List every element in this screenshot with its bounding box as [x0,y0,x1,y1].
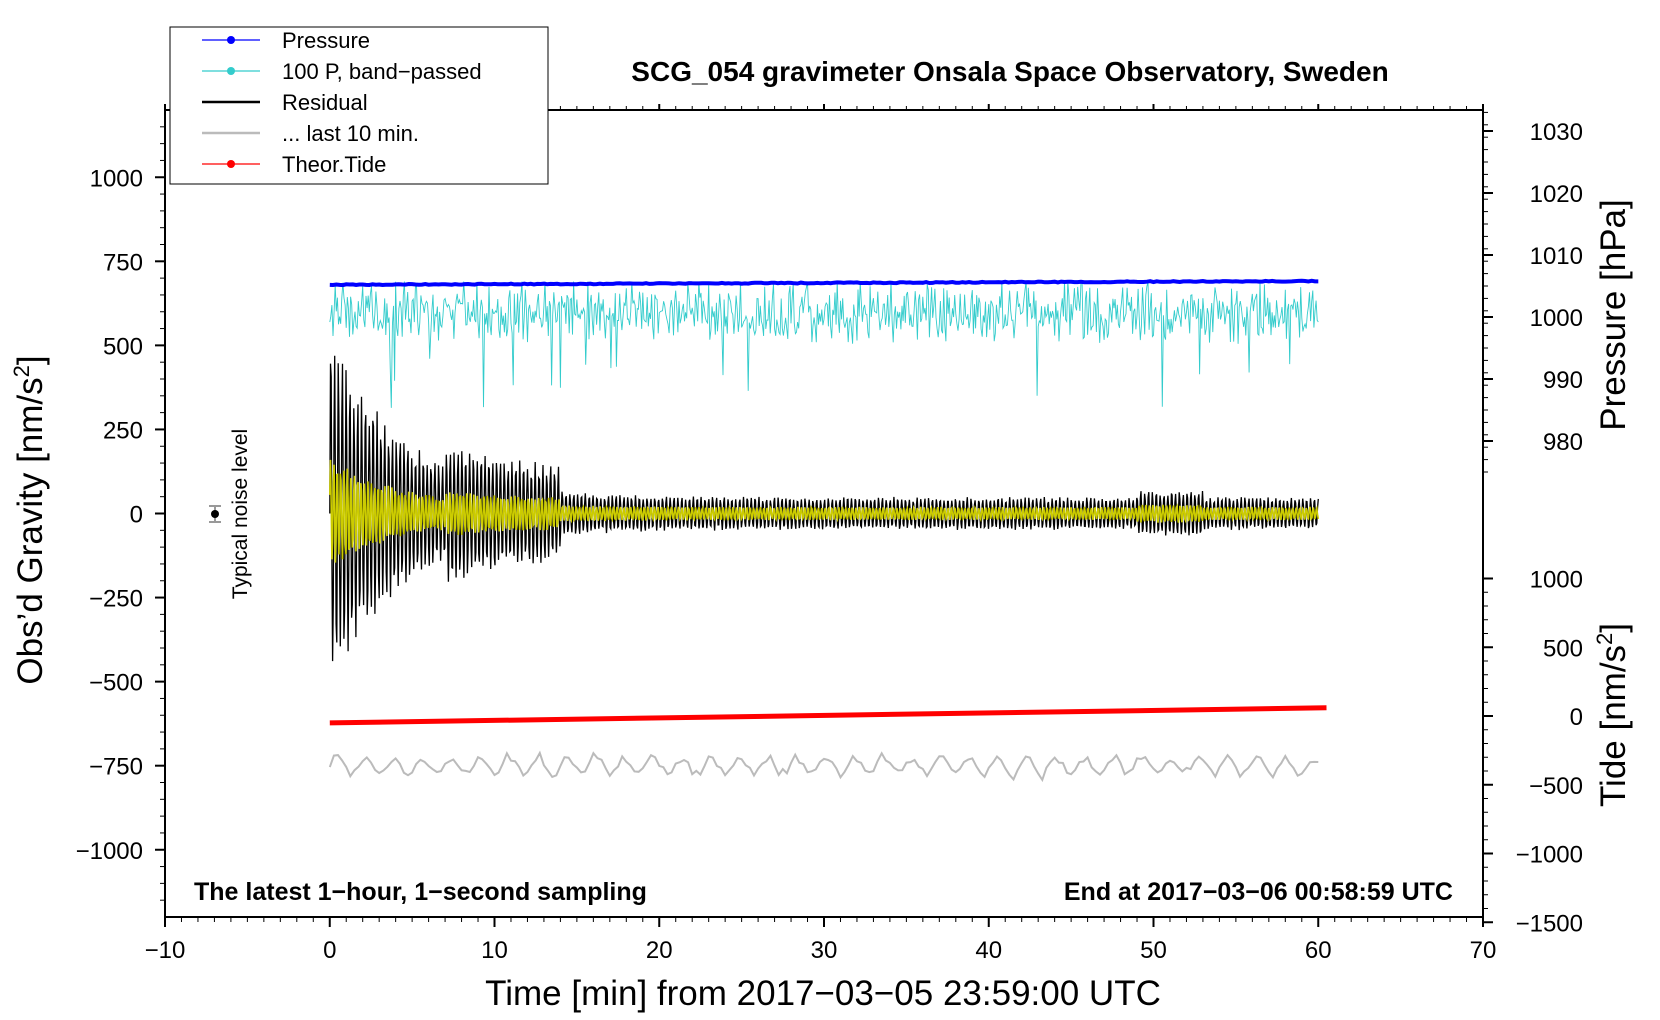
gravity-tick-label: −750 [89,754,143,781]
pressure-tick-label: 980 [1543,429,1583,456]
x-tick-label: 10 [481,937,508,964]
gravity-tick-label: 250 [103,417,143,444]
axis-ticks: −10 0 10 20 30 40 50 60 7010007505002500−250−500… [76,104,1583,964]
tide-tick-label: 500 [1543,635,1583,662]
noise-marker [209,505,221,523]
x-tick-label: 20 [646,937,673,964]
legend-marker [227,67,235,75]
x-tick-label: 50 [1140,937,1167,964]
x-tick-label: 0 [323,937,336,964]
series-last-10-min [328,750,1319,783]
tide-tick-label: 1000 [1530,567,1583,594]
series-filtered-residual [329,459,1320,563]
x-tick-label: 30 [811,937,838,964]
legend-label: Theor.Tide [282,152,386,177]
legend-label: Residual [282,90,368,115]
pressure-tick-label: 1030 [1530,119,1583,146]
tide-tick-label: 0 [1570,704,1583,731]
pressure-tick-label: 990 [1543,367,1583,394]
legend-label: 100 P, band−passed [282,59,482,84]
legend-label: ... last 10 min. [282,121,419,146]
pressure-tick-label: 1000 [1530,305,1583,332]
bottom-right-note: End at 2017−03−06 00:58:59 UTC [1064,878,1453,906]
legend: Pressure 100 P, band−passed Residual ... la… [169,26,549,185]
chart-title: SCG_054 gravimeter Onsala Space Observat… [631,56,1388,87]
x-tick-label: 60 [1305,937,1332,964]
x-axis-title: Time [min] from 2017−03−05 23:59:00 UTC [485,974,1161,1013]
x-tick-label: 40 [975,937,1002,964]
legend-box [169,26,549,185]
series-band-passed-pressure [329,279,1319,408]
noise-point [211,510,219,518]
series-pressure [329,278,1319,288]
series-layer [328,278,1327,783]
tide-tick-label: −1500 [1516,910,1583,937]
gravity-tick-label: 500 [103,333,143,360]
tide-tick-label: −500 [1529,773,1583,800]
legend-marker [227,36,235,44]
gravity-tick-label: −250 [89,586,143,613]
x-tick-label: −10 [145,937,186,964]
noise-label: Typical noise level [229,429,252,599]
gravity-tick-label: 1000 [90,165,143,192]
pressure-tick-label: 1010 [1530,243,1583,270]
gravity-tick-label: −500 [89,670,143,697]
y-axis-title-pressure: Pressure [hPa] [1594,199,1633,431]
x-tick-label: 70 [1470,937,1497,964]
y-axis-title-tide: Tide [nm/s2] [1592,623,1633,807]
gravity-tick-label: 0 [130,502,143,529]
bottom-left-note: The latest 1−hour, 1−second sampling [194,878,647,906]
pressure-tick-label: 1020 [1530,181,1583,208]
legend-marker [227,160,235,168]
series-theoretical-tide [329,705,1327,726]
legend-label: Pressure [282,28,370,53]
tide-tick-label: −1000 [1516,842,1583,869]
gravity-tick-label: 750 [103,249,143,276]
y-axis-title-gravity: Obs’d Gravity [nm/s2] [9,355,50,684]
gravity-tick-label: −1000 [76,838,143,865]
